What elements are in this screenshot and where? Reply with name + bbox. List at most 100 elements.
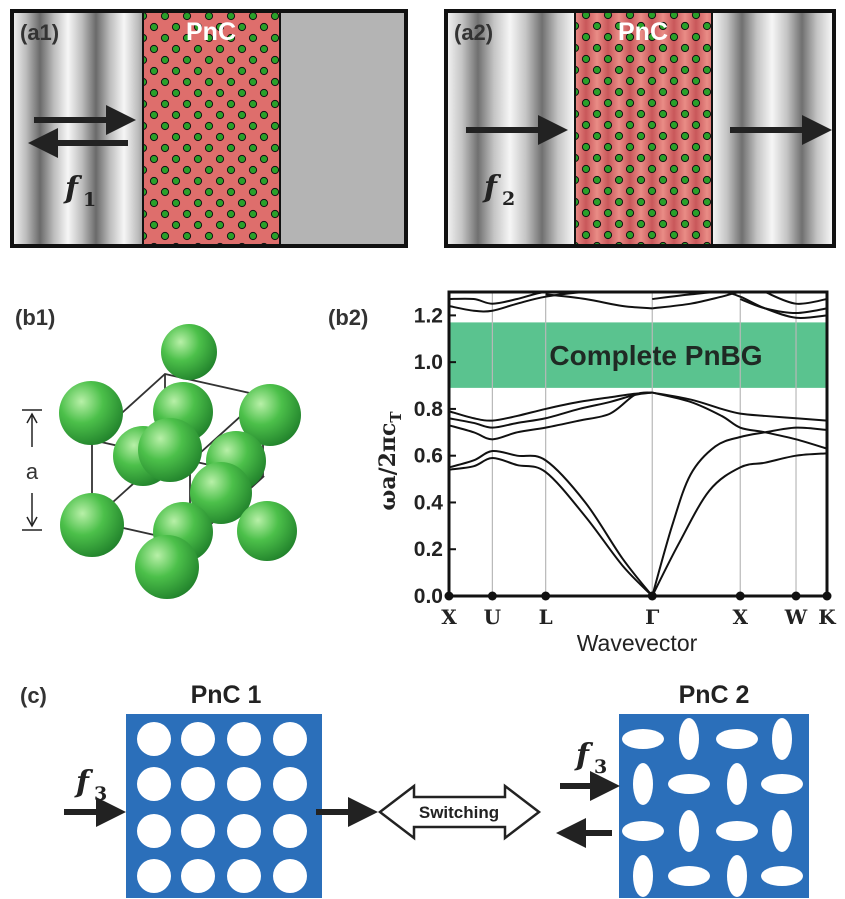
band-line bbox=[448, 391, 653, 441]
circular-hole bbox=[181, 722, 215, 756]
y-tick-label: 0.6 bbox=[414, 445, 443, 468]
c-right-frequency-subscript: 3 bbox=[594, 756, 607, 778]
panel-c: (c) PnC 1 PnC 2 f 3 Switching f 3 bbox=[20, 681, 809, 898]
circular-hole bbox=[181, 767, 215, 801]
elliptical-hole bbox=[622, 729, 664, 749]
atom bbox=[237, 501, 297, 561]
band-line bbox=[652, 290, 828, 319]
a2-label: (a2) bbox=[454, 20, 493, 45]
circular-hole bbox=[137, 814, 171, 848]
band-line bbox=[651, 452, 828, 597]
elliptical-hole bbox=[727, 763, 747, 805]
circular-hole bbox=[137, 722, 171, 756]
b1-lattice-constant-marker bbox=[22, 409, 42, 531]
atom bbox=[239, 384, 301, 446]
y-axis-ticks: 0.0 0.2 0.4 0.6 0.8 1.0 1.2 bbox=[414, 304, 456, 608]
svg-text:ωa/2πcT: ωa/2πcT bbox=[375, 411, 405, 511]
circular-hole bbox=[227, 859, 261, 893]
k-point-label: U bbox=[484, 605, 501, 629]
a2-pnc-label: PnC bbox=[618, 18, 668, 46]
elliptical-hole bbox=[761, 774, 803, 794]
a1-frequency-subscript: 1 bbox=[83, 189, 96, 211]
y-tick-label: 1.0 bbox=[414, 351, 443, 374]
circular-hole bbox=[273, 767, 307, 801]
c-right-frequency-symbol: f bbox=[574, 738, 594, 773]
a2-frequency-subscript: 2 bbox=[502, 188, 515, 210]
band-line bbox=[448, 391, 653, 429]
atom bbox=[60, 493, 124, 557]
switching-label: Switching bbox=[419, 803, 499, 822]
circular-hole bbox=[273, 859, 307, 893]
elliptical-hole bbox=[716, 729, 758, 749]
c-left-frequency-symbol: f bbox=[74, 765, 94, 800]
k-point-label: K bbox=[818, 605, 836, 629]
panel-a1: (a1) PnC f 1 bbox=[10, 9, 408, 248]
circular-hole bbox=[273, 814, 307, 848]
pnc1-circular-holes bbox=[137, 722, 307, 893]
k-point-label: X bbox=[732, 605, 748, 629]
x-axis-label: Wavevector bbox=[577, 630, 698, 656]
a1-transmitted-region bbox=[280, 11, 406, 246]
b1-label: (b1) bbox=[15, 305, 55, 330]
elliptical-hole bbox=[679, 810, 699, 852]
band-line bbox=[448, 457, 653, 597]
y-tick-label: 0.0 bbox=[414, 585, 443, 608]
pnc2-title: PnC 2 bbox=[679, 681, 750, 709]
band-line bbox=[448, 449, 654, 597]
a2-inclusions-offset bbox=[575, 11, 712, 246]
plot-frame bbox=[447, 290, 829, 598]
y-tick-label: 0.8 bbox=[414, 398, 444, 421]
elliptical-hole bbox=[772, 718, 792, 760]
elliptical-hole bbox=[772, 810, 792, 852]
panel-a2: (a2) PnC f 2 bbox=[444, 9, 836, 248]
circular-hole bbox=[181, 859, 215, 893]
band-line bbox=[652, 290, 827, 310]
atom bbox=[161, 324, 217, 380]
k-point-label: W bbox=[784, 605, 808, 629]
band-gap-label: Complete PnBG bbox=[549, 340, 762, 371]
k-point-label: Γ bbox=[645, 605, 659, 629]
a1-pnc-label: PnC bbox=[186, 18, 236, 46]
y-axis-label-main: ωa/2πc bbox=[375, 423, 401, 511]
b2-label: (b2) bbox=[328, 305, 368, 330]
elliptical-hole bbox=[761, 866, 803, 886]
circular-hole bbox=[227, 767, 261, 801]
circular-hole bbox=[227, 722, 261, 756]
pnc2-elliptical-holes bbox=[622, 718, 803, 897]
atom bbox=[190, 462, 252, 524]
a1-inclusions-offset bbox=[143, 11, 280, 246]
circular-hole bbox=[273, 722, 307, 756]
atom bbox=[135, 535, 199, 599]
atom bbox=[59, 381, 123, 445]
panel-b2: (b2) Complete PnBG 0.0 0.2 0.4 0.6 0.8 1.0 1.2… bbox=[328, 290, 836, 656]
elliptical-hole bbox=[633, 763, 653, 805]
elliptical-hole bbox=[668, 866, 710, 886]
k-point-label: L bbox=[539, 605, 553, 629]
y-tick-label: 0.4 bbox=[414, 491, 444, 514]
elliptical-hole bbox=[727, 855, 747, 897]
circular-hole bbox=[137, 859, 171, 893]
pnc1-title: PnC 1 bbox=[191, 681, 262, 709]
band-line bbox=[739, 298, 828, 315]
y-axis-label: ωa/2πcT bbox=[375, 411, 405, 511]
y-tick-label: 0.2 bbox=[414, 538, 443, 561]
circular-hole bbox=[181, 814, 215, 848]
elliptical-hole bbox=[679, 718, 699, 760]
a1-frame bbox=[10, 9, 408, 248]
elliptical-hole bbox=[622, 821, 664, 841]
a1-wave-region bbox=[12, 11, 143, 246]
k-point-gridlines bbox=[491, 292, 797, 596]
switching-double-arrow bbox=[377, 783, 542, 841]
panel-b1: (b1) a bbox=[15, 305, 301, 599]
elliptical-hole bbox=[633, 855, 653, 897]
band-line bbox=[652, 391, 828, 422]
band-line bbox=[652, 391, 828, 450]
elliptical-hole bbox=[668, 774, 710, 794]
a1-label: (a1) bbox=[20, 20, 59, 45]
atom bbox=[138, 418, 202, 482]
y-tick-label: 1.2 bbox=[414, 304, 443, 327]
circular-hole bbox=[227, 814, 261, 848]
c-label: (c) bbox=[20, 683, 47, 708]
